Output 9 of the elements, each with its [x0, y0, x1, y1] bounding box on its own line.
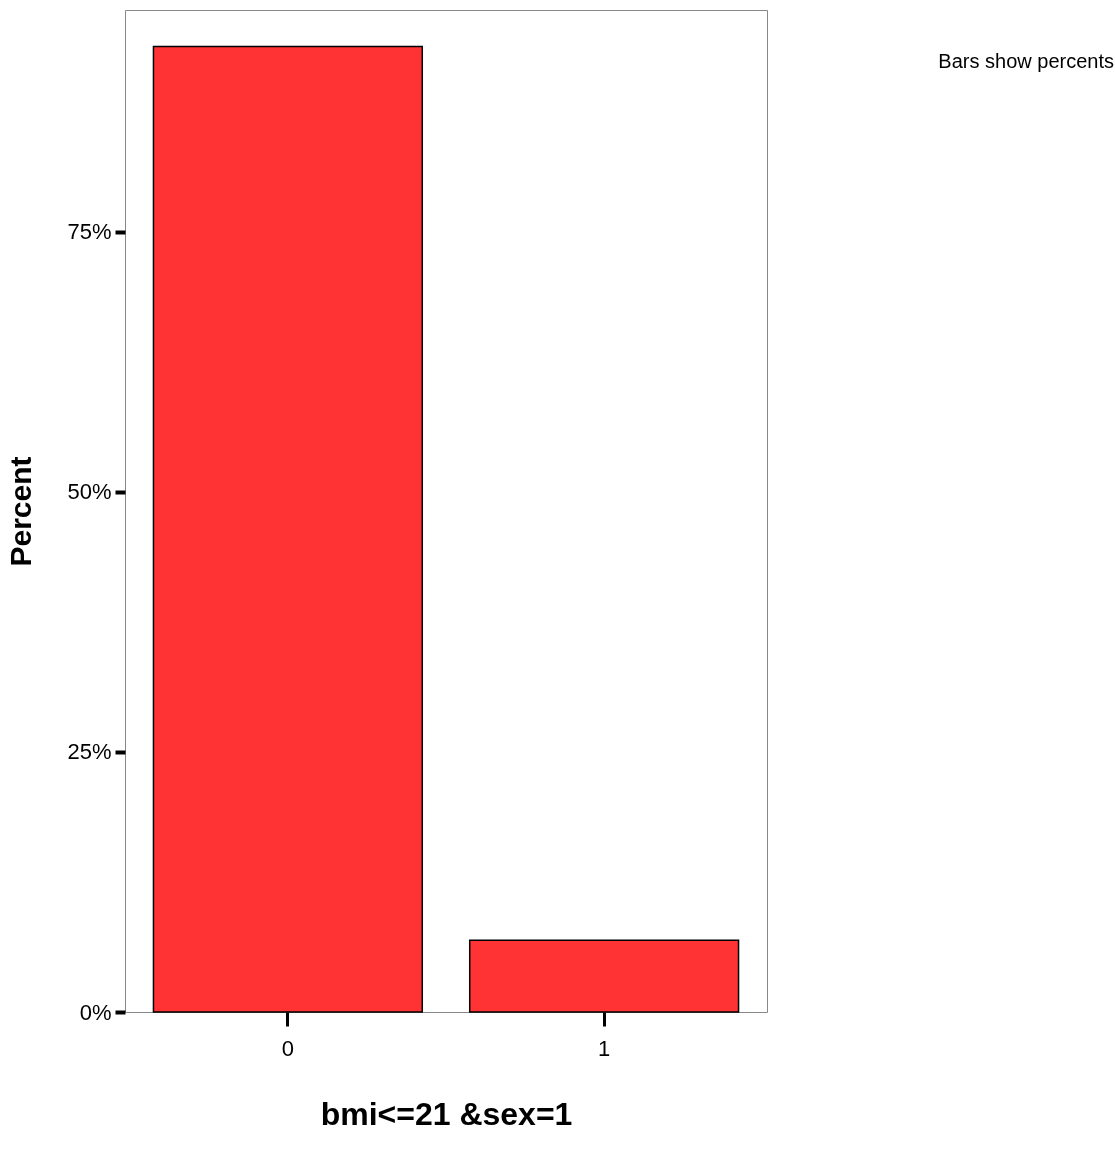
y-tick-label: 25% [67, 739, 112, 765]
text: Bars show percents [938, 50, 1114, 72]
x-tick-label: 1 [598, 1035, 611, 1061]
y-tick-label: 0% [79, 999, 112, 1025]
y-axis-title: Percent [4, 456, 38, 567]
x-tick-label: 0 [281, 1035, 294, 1061]
y-tick-label: 75% [67, 219, 112, 245]
x-axis-title: bmi<=21 &sex=1 [320, 1095, 573, 1132]
y-tick-label: 50% [67, 479, 112, 505]
